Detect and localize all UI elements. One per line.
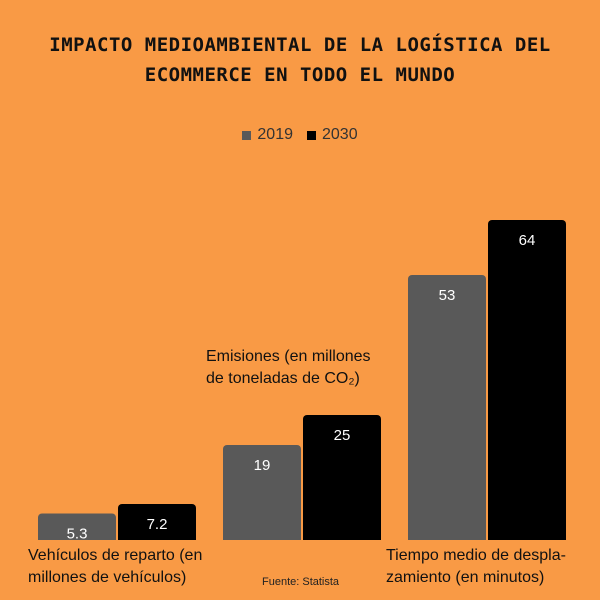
source-note: Fuente: Statista [262, 576, 340, 588]
legend-swatch-2019 [242, 130, 252, 140]
bar-tiempo-2030 [488, 220, 566, 544]
data-label-emisiones-2019: 19 [254, 457, 271, 474]
legend-item-2030: 2030 [307, 126, 358, 144]
data-label-vehiculos-2019: 5.3 [67, 526, 88, 543]
category-label-emisiones-line-1: Emisiones (en millones [206, 348, 371, 365]
category-label-emisiones-line-2: de toneladas de CO₂) [206, 370, 360, 387]
category-label-vehiculos: Vehículos de reparto (en millones de veh… [28, 545, 202, 589]
legend-item-2019: 2019 [242, 126, 293, 144]
chart-title-line-1: IMPACTO MEDIOAMBIENTAL DE LA LOGÍSTICA D… [49, 34, 551, 56]
category-label-vehiculos-line-1: Vehículos de reparto (en [28, 547, 203, 564]
legend-swatch-2030 [307, 130, 316, 140]
legend-label-2019: 2019 [257, 126, 293, 143]
category-label-tiempo: Tiempo medio de despla- zamiento (en min… [386, 545, 566, 589]
bar-emisiones-2030 [303, 415, 381, 544]
chart-title-line-2: ECOMMERCE EN TODO EL MUNDO [144, 64, 456, 86]
bar-vehiculos-2019 [38, 513, 116, 544]
bar-tiempo-2019 [408, 275, 486, 544]
data-label-tiempo-2019: 53 [439, 287, 456, 304]
chart-legend: 2019 2030 [0, 126, 600, 144]
bar-emisiones-2019 [223, 445, 301, 544]
category-label-emisiones: Emisiones (en millones de toneladas de C… [206, 346, 371, 390]
data-label-emisiones-2030: 25 [334, 427, 351, 444]
category-label-tiempo-line-2: zamiento (en minutos) [386, 569, 545, 586]
bar-vehiculos-2030 [118, 504, 196, 544]
legend-label-2030: 2030 [322, 126, 358, 143]
data-label-vehiculos-2030: 7.2 [147, 516, 168, 533]
chart-baseline-mask [0, 540, 600, 600]
chart-title: IMPACTO MEDIOAMBIENTAL DE LA LOGÍSTICA D… [0, 30, 600, 90]
data-label-tiempo-2030: 64 [519, 232, 536, 249]
category-label-vehiculos-line-2: millones de vehículos) [28, 569, 187, 586]
category-label-tiempo-line-1: Tiempo medio de despla- [386, 547, 566, 564]
